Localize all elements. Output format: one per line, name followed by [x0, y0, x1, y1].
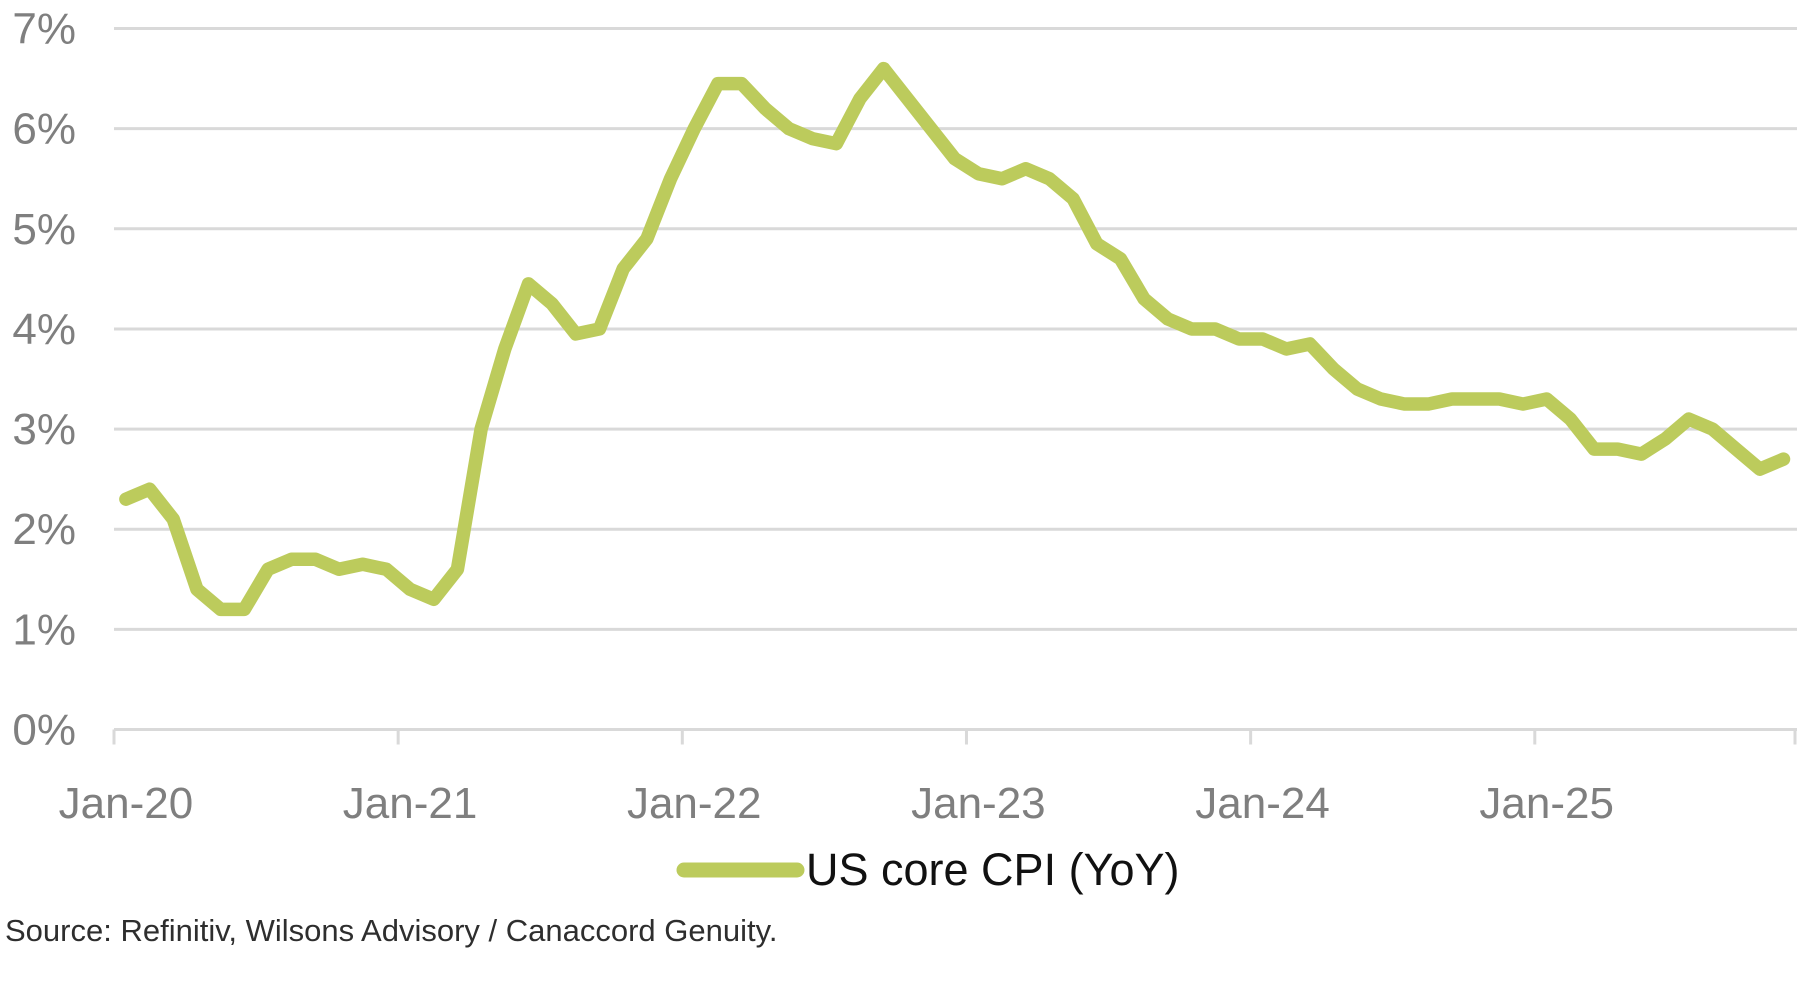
x-axis-label: Jan-22: [627, 779, 762, 828]
x-axis-label: Jan-20: [59, 779, 194, 828]
x-axis-labels: Jan-20 Jan-21 Jan-22 Jan-23 Jan-24 Jan-25: [59, 779, 1614, 828]
y-axis-label: 0%: [12, 706, 76, 755]
y-axis-label: 7%: [12, 5, 76, 54]
y-axis-label: 5%: [12, 205, 76, 254]
source-caption: Source: Refinitiv, Wilsons Advisory / Ca…: [5, 913, 777, 948]
y-axis-labels: 0% 1% 2% 3% 4% 5% 6% 7%: [12, 5, 76, 755]
cpi-series-line: [119, 61, 1791, 617]
y-axis-label: 2%: [12, 505, 76, 554]
gridlines: [114, 27, 1797, 631]
legend-label: US core CPI (YoY): [806, 844, 1179, 895]
x-axis: [112, 728, 1797, 745]
series-lines: [119, 61, 1791, 617]
x-axis-label: Jan-23: [911, 779, 1046, 828]
x-axis-label: Jan-21: [343, 779, 478, 828]
y-axis-label: 4%: [12, 305, 76, 354]
y-axis-label: 6%: [12, 105, 76, 154]
y-axis-label: 1%: [12, 605, 76, 654]
x-axis-label: Jan-24: [1195, 779, 1330, 828]
y-axis-label: 3%: [12, 405, 76, 454]
legend: US core CPI (YoY): [676, 844, 1179, 895]
x-axis-label: Jan-25: [1479, 779, 1614, 828]
